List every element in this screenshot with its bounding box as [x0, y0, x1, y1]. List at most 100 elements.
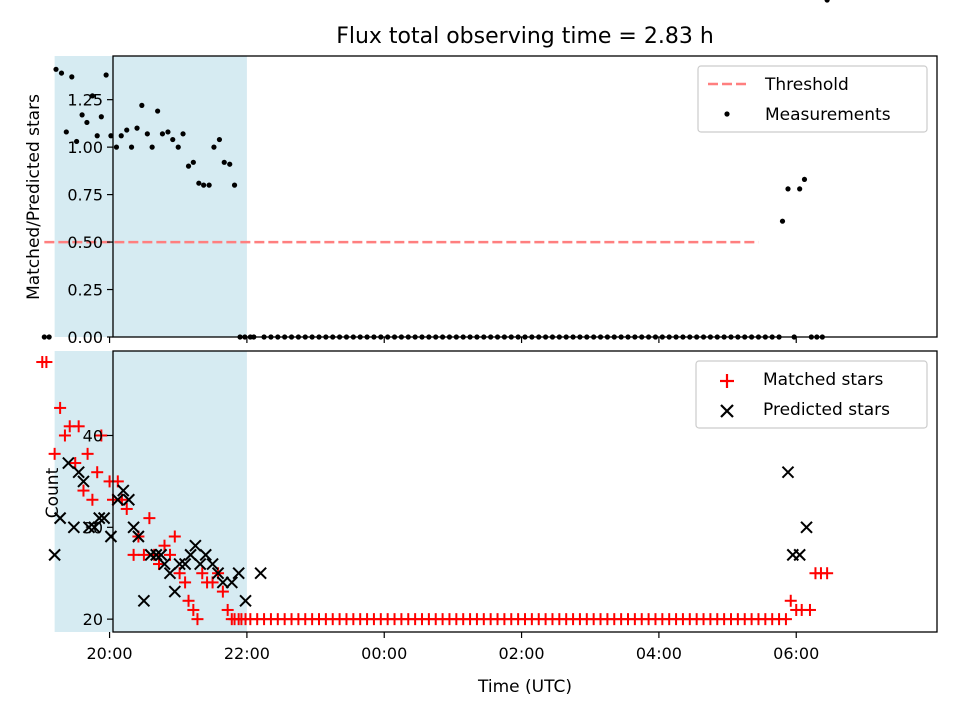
predicted-star-point: [225, 576, 239, 589]
predicted-star-point: [97, 511, 111, 525]
measurement-point: [170, 136, 176, 143]
measurement-point: [74, 138, 80, 145]
predicted-star-point: [184, 548, 197, 562]
measurement-point: [84, 119, 90, 126]
measurement-point: [227, 161, 233, 167]
predicted-star-point: [178, 557, 192, 571]
measurement-point: [779, 218, 786, 224]
panel-counts: 20 30 40 20:00 22:00 00:00 02:00 04:00 06:00 Co…: [36, 350, 938, 663]
matched-star-point: [168, 530, 181, 543]
matched-star-point: [179, 576, 192, 589]
measurement-point: [89, 93, 95, 99]
measurement-point: [175, 144, 181, 150]
y-tick-label: 0.50: [67, 233, 103, 252]
predicted-star-point: [82, 521, 96, 534]
panel-ratio-shade: [54, 56, 247, 337]
predicted-star-point: [254, 567, 267, 580]
y-axis-label-counts: Count: [43, 467, 63, 518]
measurement-point: [196, 180, 202, 186]
y-tick-label: 0.75: [67, 186, 103, 205]
matched-star-point: [143, 512, 156, 525]
measurement-point: [165, 129, 171, 135]
measurement-point: [149, 144, 155, 150]
measurement-point: [211, 144, 217, 150]
predicted-star-point: [216, 576, 230, 589]
measurement-point: [53, 66, 59, 72]
matched-star-point: [182, 594, 195, 607]
measurement-point: [113, 144, 120, 150]
predicted-star-point: [193, 557, 207, 571]
y-tick-label: 1.25: [67, 91, 103, 110]
predicted-star-point: [72, 466, 85, 479]
predicted-star-point: [88, 521, 101, 534]
chart-title: Flux total observing time = 2.83 h: [336, 24, 714, 49]
measurement-point: [108, 133, 114, 139]
measurement-point: [216, 136, 223, 143]
predicted-star-point: [206, 557, 219, 571]
predicted-star-point: [144, 548, 157, 562]
predicted-star-point: [53, 511, 67, 525]
matched-star-point: [216, 585, 229, 598]
x-tick-label: 22:00: [224, 644, 270, 663]
matched-star-point: [91, 466, 104, 479]
x-tick-label: 20:00: [87, 644, 133, 663]
measurement-point: [824, 0, 830, 3]
matched-star-point: [72, 420, 85, 433]
predicted-star-point: [793, 548, 806, 562]
matched-star-point: [95, 429, 108, 442]
matched-star-point: [86, 493, 99, 506]
predicted-star-point: [93, 511, 106, 525]
measurement-point: [797, 186, 803, 192]
measurement-point: [801, 176, 808, 183]
measurement-point: [155, 108, 161, 114]
legend-matched-swatch: [720, 374, 734, 388]
matched-star-point: [48, 447, 61, 460]
measurement-point: [190, 159, 196, 165]
x-tick-label: 06:00: [773, 644, 819, 663]
matched-star-point: [821, 567, 834, 580]
predicted-star-point: [48, 548, 61, 562]
measurement-point: [63, 129, 69, 135]
predicted-star-point: [239, 594, 252, 607]
matched-star-point: [137, 548, 150, 561]
predicted-star-point: [800, 521, 813, 534]
x-axis-ticks-counts: 20:00 22:00 00:00 02:00 04:00 06:00: [87, 632, 819, 663]
measurement-point: [103, 72, 109, 78]
predicted-star-point: [127, 521, 140, 534]
matched-star-point: [127, 548, 140, 561]
measurement-point: [46, 334, 52, 340]
legend-predicted-label: Predicted stars: [763, 400, 890, 420]
y-tick-label: 20: [83, 610, 103, 629]
panel-counts-frame: [112, 350, 938, 633]
measurement-point: [41, 334, 47, 340]
predicted-star-point: [211, 567, 225, 580]
legend-measurements-swatch: [724, 111, 730, 117]
y-tick-label: 0.00: [67, 328, 103, 347]
legend-ratio-box: [697, 65, 928, 133]
y-axis-ticks-ratio: 0.00 0.25 0.50 0.75 1.00 1.25: [67, 91, 113, 347]
legend-predicted-swatch: [720, 404, 734, 418]
matched-star-point: [81, 447, 94, 460]
legend-matched-label: Matched stars: [763, 370, 883, 390]
predicted-star-point: [77, 475, 90, 488]
measurement-point: [79, 112, 85, 118]
predicted-star-point: [173, 557, 186, 571]
matched-star-point: [158, 539, 171, 552]
predicted-star-point: [189, 539, 202, 552]
x-tick-label: 02:00: [499, 644, 545, 663]
matched-star-point: [191, 613, 204, 626]
measurement-point: [58, 70, 65, 76]
predicted-star-point: [122, 493, 136, 506]
matched-star-point: [69, 457, 82, 470]
predicted-star-point: [199, 548, 212, 562]
predicted-star-point: [137, 594, 151, 607]
y-axis-label-ratio: Matched/Predicted stars: [24, 94, 44, 300]
x-tick-label: 04:00: [636, 644, 682, 663]
measurement-point: [144, 131, 150, 137]
measurement-point: [128, 144, 135, 150]
measurement-points: [41, 0, 830, 340]
predicted-star-point: [168, 585, 182, 598]
matched-star-point: [153, 558, 166, 571]
matched-star-point: [784, 594, 797, 607]
